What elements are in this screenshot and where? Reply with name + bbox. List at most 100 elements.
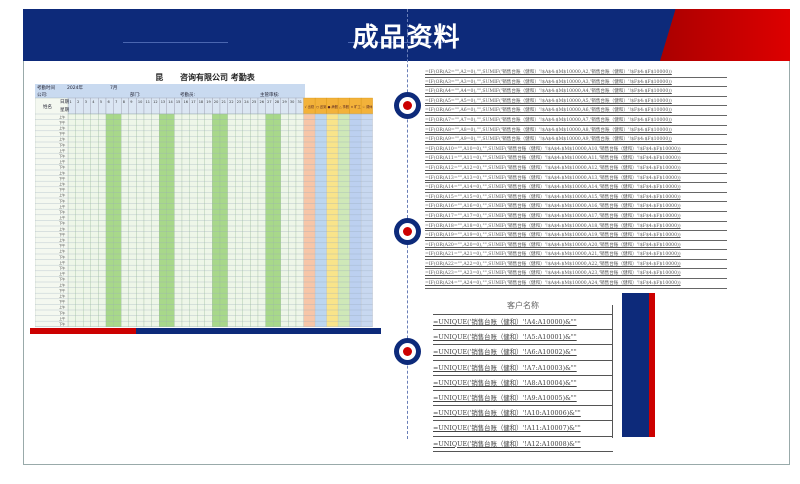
formula-row: =IF(OR(A11="",A11=0),"",SUMIF('销售台账（健和）'…	[425, 154, 727, 164]
decorative-line	[348, 42, 448, 43]
half-day-label: 下午	[59, 266, 66, 271]
formula-row: =IF(OR(A6="",A6=0),"",SUMIF('销售台账（健和）'!$…	[425, 106, 727, 116]
unique-formula-row: =UNIQUE('销售台账（健和）'!A7:A10003)&""	[433, 361, 613, 376]
day-number: 24	[244, 100, 249, 104]
label-weekday: 星期	[60, 107, 69, 113]
half-day-label: 下午	[59, 254, 66, 259]
half-day-label: 上午	[59, 159, 66, 164]
half-day-label: 下午	[59, 176, 66, 181]
formula-row: =IF(OR(A14="",A14=0),"",SUMIF('销售台账（健和）'…	[425, 183, 727, 193]
timeline-dot-icon	[394, 338, 421, 365]
half-day-label: 上午	[59, 294, 66, 299]
half-day-label: 下午	[59, 243, 66, 248]
formula-row: =IF(OR(A19="",A19=0),"",SUMIF('销售台账（健和）'…	[425, 231, 727, 241]
day-number: 21	[222, 100, 226, 104]
formula-row: =IF(OR(A13="",A13=0),"",SUMIF('销售台账（健和）'…	[425, 174, 727, 184]
red-vertical-bar	[649, 293, 655, 437]
formula-row: =IF(OR(A22="",A22=0),"",SUMIF('销售台账（健和）'…	[425, 260, 727, 270]
day-number: 12	[153, 100, 157, 104]
label-supervisor: 主管审核:	[260, 91, 280, 98]
day-number: 22	[229, 100, 233, 104]
formula-row: =IF(OR(A15="",A15=0),"",SUMIF('销售台账（健和）'…	[425, 193, 727, 203]
half-day-label: 上午	[59, 271, 66, 276]
formula-row: =IF(OR(A5="",A5=0),"",SUMIF('销售台账（健和）'!$…	[425, 97, 727, 107]
day-number: 7	[115, 100, 117, 104]
label-date: 日期	[60, 99, 69, 105]
day-number: 31	[298, 100, 302, 104]
half-day-label: 上午	[59, 204, 66, 209]
half-day-label: 上午	[59, 114, 66, 119]
half-day-label: 上午	[59, 282, 66, 287]
half-day-label: 下午	[59, 165, 66, 170]
formula-row: =IF(OR(A4="",A4=0),"",SUMIF('销售台账（健和）'!$…	[425, 87, 727, 97]
sumif-formula-list: =IF(OR(A2="",A2=0),"",SUMIF('销售台账（健和）'!$…	[425, 68, 727, 289]
unique-formula-row: =UNIQUE('销售台账（健和）'!A12:A10008)&""	[433, 437, 613, 452]
day-number: 27	[267, 100, 271, 104]
red-bar	[30, 328, 136, 334]
half-day-label: 上午	[59, 215, 66, 220]
formula-row: =IF(OR(A24="",A24=0),"",SUMIF('销售台账（健和）'…	[425, 279, 727, 289]
decorative-line	[123, 42, 228, 43]
day-number: 18	[199, 100, 203, 104]
unique-formula-row: =UNIQUE('销售台账（健和）'!A5:A10001)&""	[433, 330, 613, 346]
label-year: 2024年	[67, 84, 83, 91]
half-day-label: 下午	[59, 210, 66, 215]
unique-rows: =UNIQUE('销售台账（健和）'!A4:A10000)&"" =UNIQUE(…	[433, 315, 613, 452]
day-number: 4	[92, 100, 95, 104]
blue-bar	[136, 328, 381, 334]
half-day-label: 下午	[59, 154, 66, 159]
customer-name-table: 客户名称 =UNIQUE('销售台账（健和）'!A4:A10000)&"" =UN…	[433, 300, 613, 452]
formula-row: =IF(OR(A3="",A3=0),"",SUMIF('销售台账（健和）'!$…	[425, 78, 727, 88]
day-number: 2	[77, 100, 79, 104]
summary-label: √ 出勤	[305, 104, 315, 109]
half-day-label: 下午	[59, 277, 66, 282]
unique-formula-row: =UNIQUE('销售台账（健和）'!A6:A10002)&""	[433, 345, 613, 361]
day-number: 11	[146, 100, 150, 104]
unique-formula-row: =UNIQUE('销售台账（健和）'!A11:A10007)&""	[433, 421, 613, 437]
day-number: 15	[176, 100, 180, 104]
unique-formula-row: =UNIQUE('销售台账（健和）'!A10:A10006)&""	[433, 406, 613, 422]
half-day-label: 上午	[59, 182, 66, 187]
day-number: 20	[214, 100, 218, 104]
half-day-label: 上午	[59, 249, 66, 254]
half-day-label: 下午	[59, 120, 66, 125]
unique-formula-row: =UNIQUE('销售台账（健和）'!A4:A10000)&""	[433, 315, 613, 331]
label-company: 公司:	[37, 92, 48, 98]
formula-row: =IF(OR(A2="",A2=0),"",SUMIF('销售台账（健和）'!$…	[425, 68, 727, 78]
day-number: 25	[252, 100, 256, 104]
day-number: 23	[237, 100, 241, 104]
red-accent	[660, 9, 790, 61]
attendance-grid: 1 2 3 4 5 6 7 8 9 10 11 12 13 14 15 16 17 18 19 20 21 22 23 24 2…	[35, 84, 373, 327]
formula-row: =IF(OR(A20="",A20=0),"",SUMIF('销售台账（健和）'…	[425, 241, 727, 251]
header-band	[35, 84, 305, 98]
half-day-label: 上午	[59, 226, 66, 231]
summary-label: ☆ 调休	[362, 104, 373, 109]
day-number: 1	[70, 100, 72, 104]
label-period: 考勤时间	[37, 84, 55, 91]
formula-row: =IF(OR(A9="",A9=0),"",SUMIF('销售台账（健和）'!$…	[425, 135, 727, 145]
half-day-label: 上午	[59, 126, 66, 131]
day-number: 3	[85, 100, 87, 104]
half-day-label: 下午	[59, 221, 66, 226]
half-day-label: 上午	[59, 148, 66, 153]
day-number: 8	[123, 100, 125, 104]
unique-formula-row: =UNIQUE('销售台账（健和）'!A8:A10004)&""	[433, 376, 613, 391]
label-attendance_officer: 考勤员:	[180, 91, 195, 98]
half-day-label: 上午	[59, 238, 66, 243]
day-number: 10	[138, 100, 142, 104]
day-number: 30	[290, 100, 294, 104]
half-day-label: 下午	[59, 299, 66, 304]
formula-row: =IF(OR(A8="",A8=0),"",SUMIF('销售台账（健和）'!$…	[425, 126, 727, 136]
formula-row: =IF(OR(A10="",A10=0),"",SUMIF('销售台账（健和）'…	[425, 145, 727, 155]
header-banner: 成品资料	[23, 9, 790, 61]
half-day-label: 下午	[59, 288, 66, 293]
half-day-label: 上午	[59, 260, 66, 265]
formula-row: =IF(OR(A23="",A23=0),"",SUMIF('销售台账（健和）'…	[425, 269, 727, 280]
half-day-label: 下午	[59, 187, 66, 192]
day-number: 6	[108, 100, 110, 104]
column-header: 客户名称	[433, 300, 613, 315]
half-day-label: 下午	[59, 232, 66, 237]
label-name: 姓名	[43, 103, 52, 110]
half-day-label: 上午	[59, 170, 66, 175]
half-day-label: 上午	[59, 137, 66, 142]
